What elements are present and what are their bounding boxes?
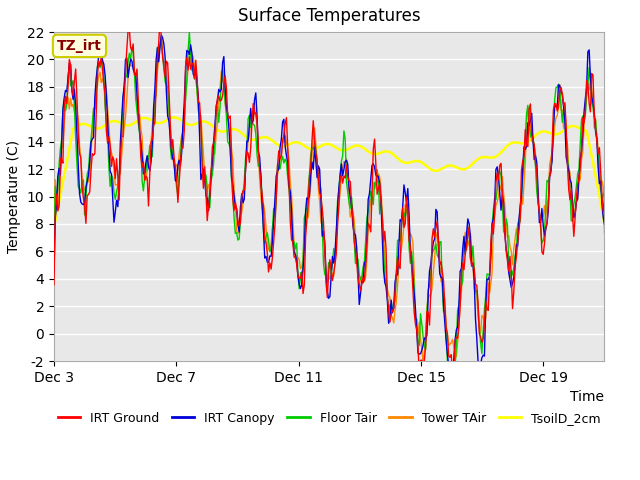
Tower TAir <box>156 41 164 47</box>
Floor Tair <box>92 92 100 98</box>
Tower TAir <box>557 107 565 113</box>
Floor Tair <box>557 105 565 110</box>
Tower TAir <box>371 186 378 192</box>
Title: Surface Temperatures: Surface Temperatures <box>238 7 420 25</box>
IRT Canopy <box>557 89 565 95</box>
IRT Canopy <box>92 76 100 82</box>
Tower TAir <box>477 331 484 336</box>
IRT Ground <box>601 199 609 204</box>
IRT Canopy <box>477 361 484 367</box>
IRT Canopy <box>601 222 609 228</box>
TsoilD_2cm <box>371 151 378 157</box>
Floor Tair <box>445 372 452 378</box>
Tower TAir <box>50 225 58 231</box>
TsoilD_2cm <box>170 114 178 120</box>
Line: IRT Ground: IRT Ground <box>54 20 605 375</box>
Line: TsoilD_2cm: TsoilD_2cm <box>54 117 605 224</box>
IRT Ground <box>488 220 496 226</box>
TsoilD_2cm <box>601 221 609 227</box>
IRT Canopy <box>50 269 58 275</box>
IRT Ground <box>449 372 456 378</box>
Tower TAir <box>435 234 442 240</box>
Floor Tair <box>50 253 58 259</box>
Line: IRT Canopy: IRT Canopy <box>54 35 605 375</box>
IRT Ground <box>156 17 164 23</box>
Floor Tair <box>186 29 193 35</box>
IRT Ground <box>477 334 484 340</box>
Floor Tair <box>488 222 496 228</box>
Text: TZ_irt: TZ_irt <box>57 39 102 53</box>
X-axis label: Time: Time <box>570 390 605 404</box>
IRT Ground <box>92 113 100 119</box>
Floor Tair <box>371 179 378 185</box>
Floor Tair <box>433 252 441 258</box>
Line: Tower TAir: Tower TAir <box>54 44 605 362</box>
TsoilD_2cm <box>50 221 58 227</box>
IRT Ground <box>557 84 565 90</box>
TsoilD_2cm <box>433 168 441 173</box>
IRT Ground <box>433 218 441 224</box>
Tower TAir <box>92 87 100 93</box>
Y-axis label: Temperature (C): Temperature (C) <box>7 140 21 253</box>
IRT Canopy <box>371 164 378 170</box>
Legend: IRT Ground, IRT Canopy, Floor Tair, Tower TAir, TsoilD_2cm: IRT Ground, IRT Canopy, Floor Tair, Towe… <box>52 407 606 430</box>
Line: Floor Tair: Floor Tair <box>54 32 605 375</box>
Floor Tair <box>477 340 484 346</box>
Floor Tair <box>601 190 609 195</box>
IRT Canopy <box>157 32 165 38</box>
Tower TAir <box>488 270 496 276</box>
TsoilD_2cm <box>487 155 495 160</box>
IRT Canopy <box>488 222 496 228</box>
TsoilD_2cm <box>92 126 100 132</box>
IRT Canopy <box>433 209 441 215</box>
TsoilD_2cm <box>556 130 564 136</box>
IRT Ground <box>371 136 378 142</box>
TsoilD_2cm <box>476 156 483 161</box>
Tower TAir <box>601 230 609 236</box>
IRT Canopy <box>447 372 455 378</box>
Tower TAir <box>419 360 427 365</box>
IRT Ground <box>50 282 58 288</box>
